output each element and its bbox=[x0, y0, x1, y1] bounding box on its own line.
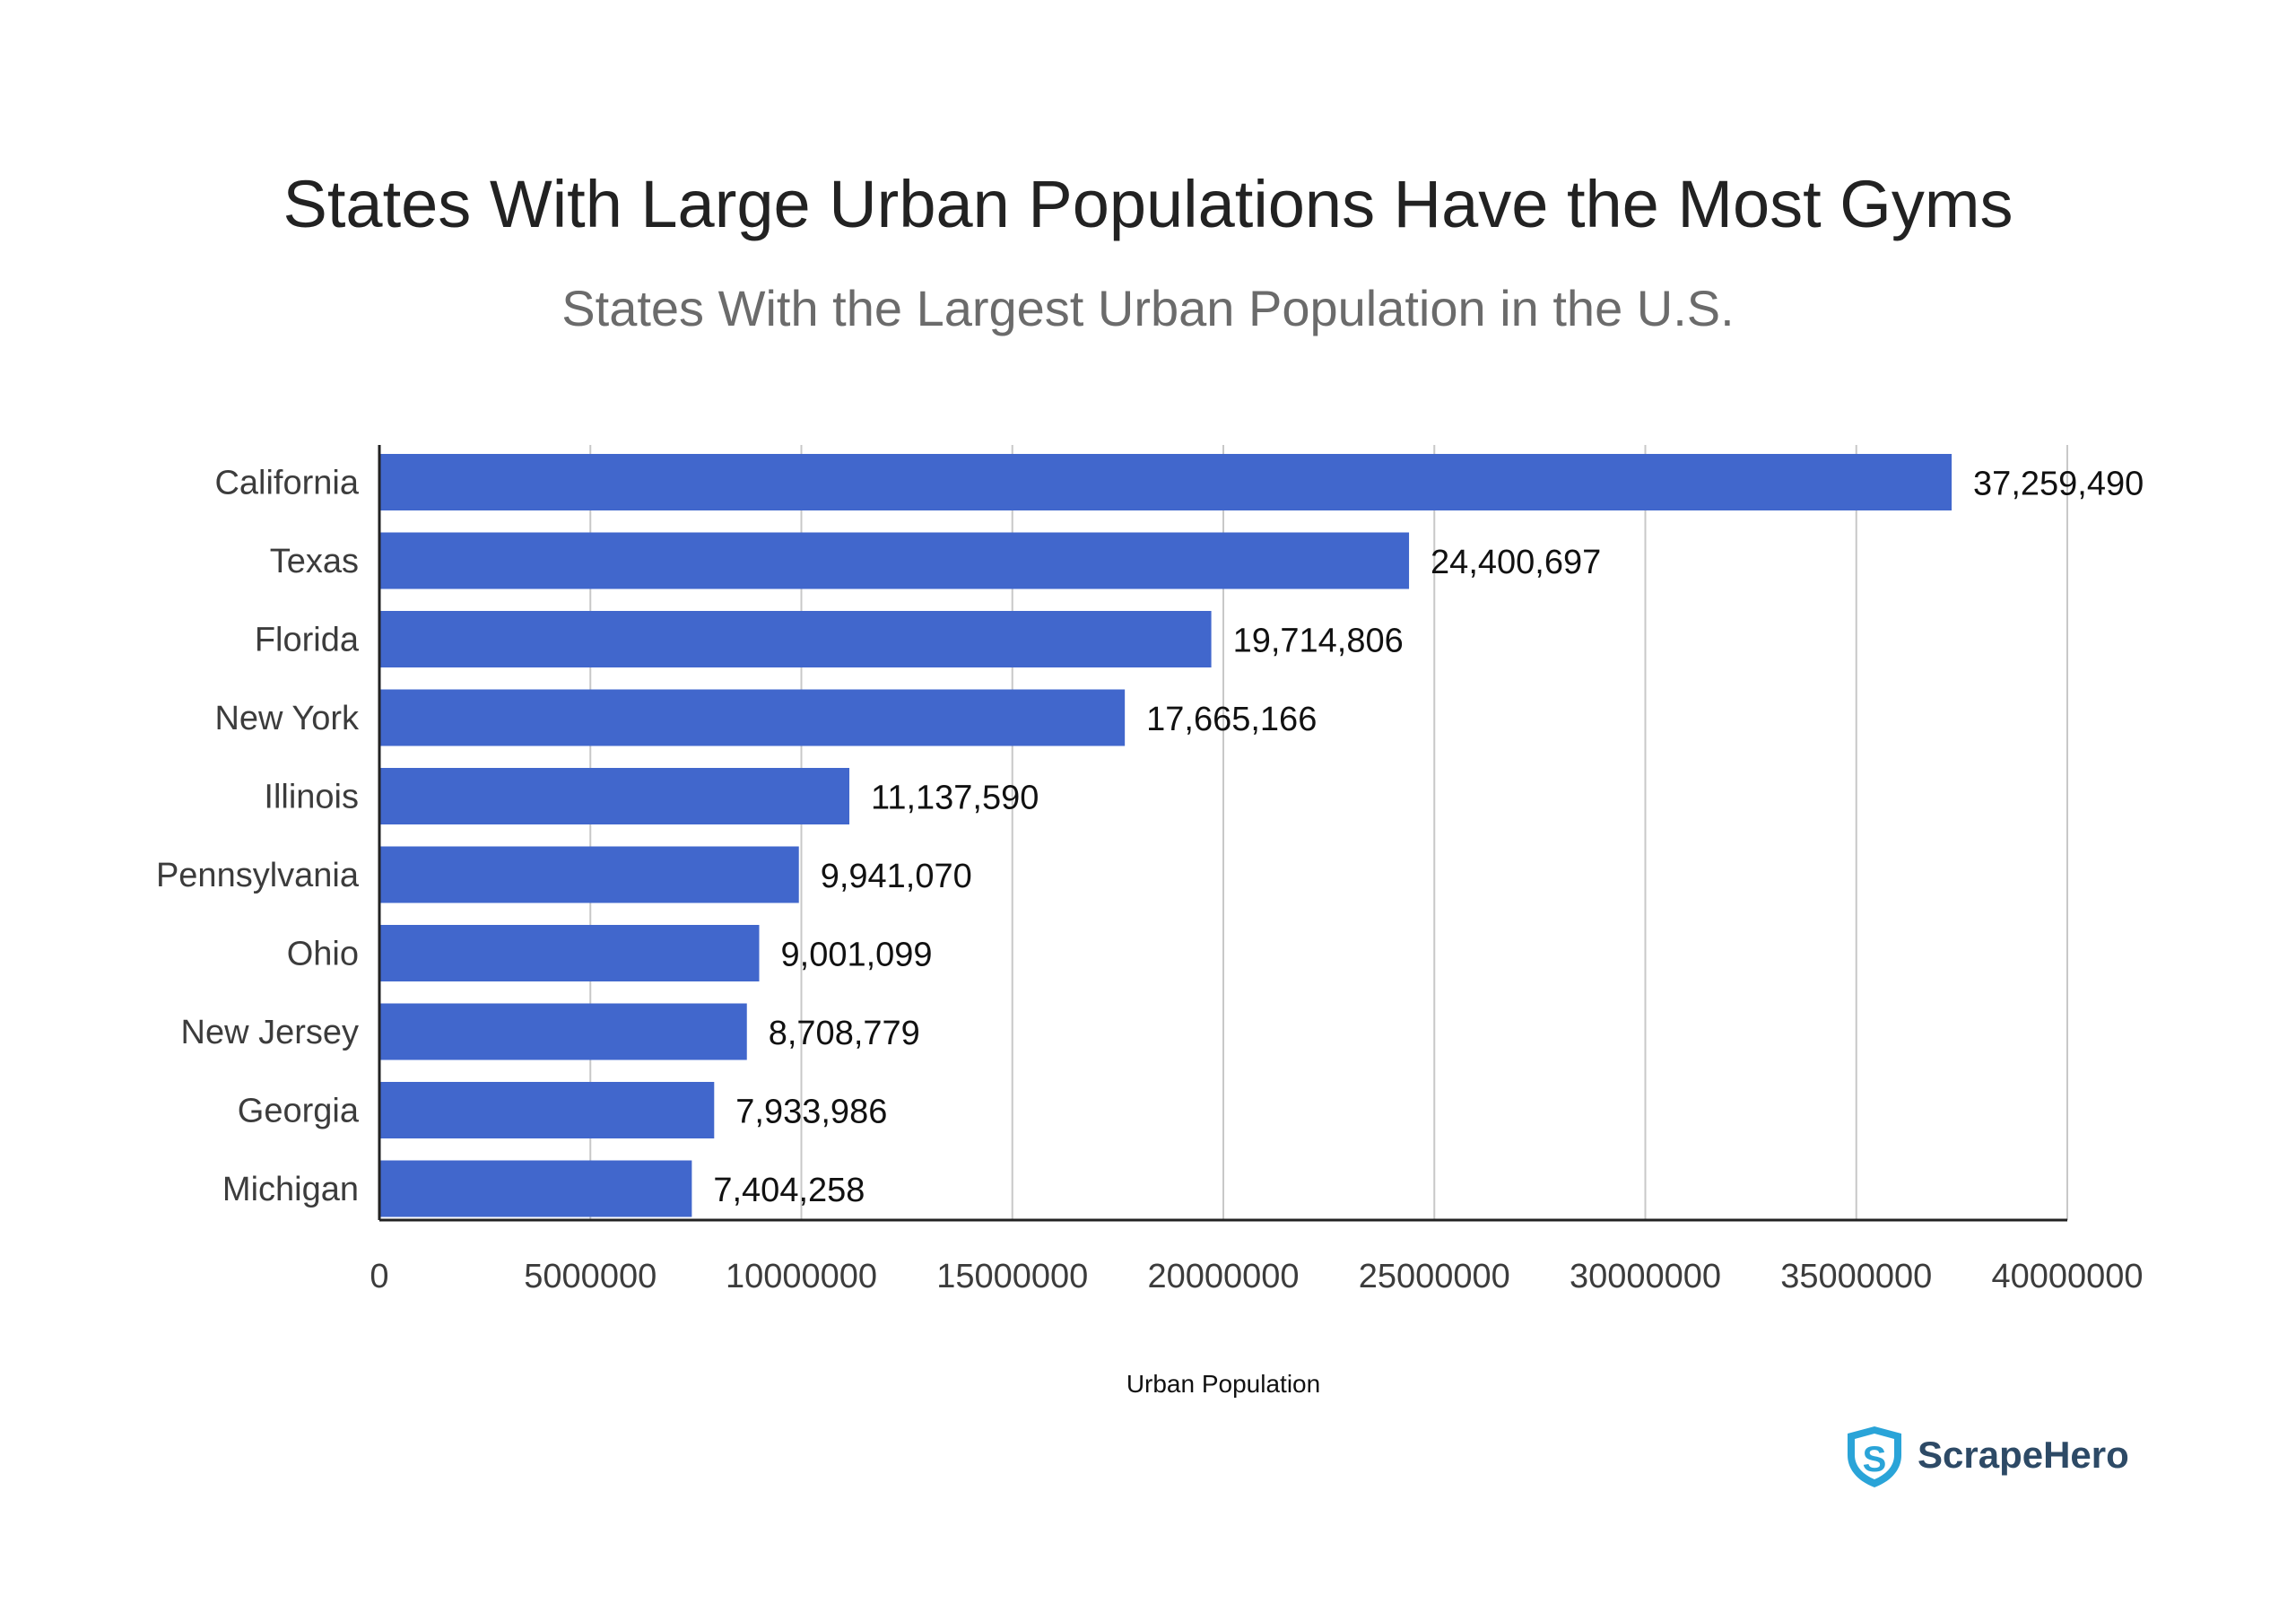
x-tick-label: 40000000 bbox=[1991, 1258, 2143, 1295]
brand-logo: S ScrapeHero bbox=[1848, 1426, 2129, 1487]
bar bbox=[379, 1003, 747, 1060]
axes bbox=[378, 445, 2067, 1222]
brand-name: ScrapeHero bbox=[1918, 1434, 2129, 1476]
x-axis-title: Urban Population bbox=[1126, 1370, 1320, 1398]
bar bbox=[379, 611, 1212, 667]
chart-subtitle: States With the Largest Urban Population… bbox=[561, 280, 1734, 336]
x-tick-label: 5000000 bbox=[524, 1258, 657, 1295]
data-label: 8,708,779 bbox=[769, 1015, 920, 1052]
bar bbox=[379, 1160, 692, 1217]
x-tick-label: 15000000 bbox=[936, 1258, 1088, 1295]
category-label: California bbox=[214, 465, 359, 502]
data-label: 24,400,697 bbox=[1431, 544, 1601, 581]
bar bbox=[379, 846, 799, 903]
x-tick-label: 0 bbox=[370, 1258, 388, 1295]
bar bbox=[379, 532, 1410, 589]
category-label: Florida bbox=[255, 622, 360, 659]
bar bbox=[379, 689, 1126, 746]
shield-s-logo-icon: S bbox=[1848, 1426, 1901, 1487]
data-label: 37,259,490 bbox=[1973, 466, 2144, 503]
category-label: New Jersey bbox=[181, 1014, 360, 1051]
category-label: Michigan bbox=[222, 1171, 359, 1208]
data-label: 7,404,258 bbox=[713, 1172, 865, 1209]
bar bbox=[379, 925, 760, 981]
data-label: 17,665,166 bbox=[1146, 701, 1317, 738]
category-label: Illinois bbox=[264, 779, 359, 816]
data-label: 9,001,099 bbox=[781, 937, 933, 974]
data-label: 7,933,986 bbox=[735, 1094, 887, 1131]
x-tick-label: 35000000 bbox=[1780, 1258, 1932, 1295]
bar bbox=[379, 768, 850, 824]
bar bbox=[379, 1082, 715, 1138]
x-tick-label: 25000000 bbox=[1359, 1258, 1510, 1295]
chart-title: States With Large Urban Populations Have… bbox=[283, 167, 2013, 241]
x-tick-label: 20000000 bbox=[1147, 1258, 1299, 1295]
labels: 0 5000000 10000000 15000000 20000000 25000000… bbox=[156, 465, 2144, 1296]
bar bbox=[379, 454, 1952, 510]
category-label: New York bbox=[214, 700, 360, 737]
category-label: Texas bbox=[270, 543, 359, 580]
svg-text:S: S bbox=[1863, 1440, 1887, 1479]
bars bbox=[379, 454, 1952, 1217]
category-label: Pennsylvania bbox=[156, 857, 360, 894]
category-label: Georgia bbox=[238, 1093, 360, 1130]
x-tick-label: 10000000 bbox=[726, 1258, 877, 1295]
data-label: 19,714,806 bbox=[1233, 623, 1404, 660]
data-label: 9,941,070 bbox=[821, 858, 972, 895]
category-label: Ohio bbox=[287, 936, 359, 973]
x-tick-label: 30000000 bbox=[1570, 1258, 1721, 1295]
data-label: 11,137,590 bbox=[871, 780, 1039, 817]
